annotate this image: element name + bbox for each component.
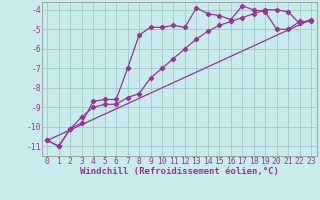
X-axis label: Windchill (Refroidissement éolien,°C): Windchill (Refroidissement éolien,°C)	[80, 167, 279, 176]
